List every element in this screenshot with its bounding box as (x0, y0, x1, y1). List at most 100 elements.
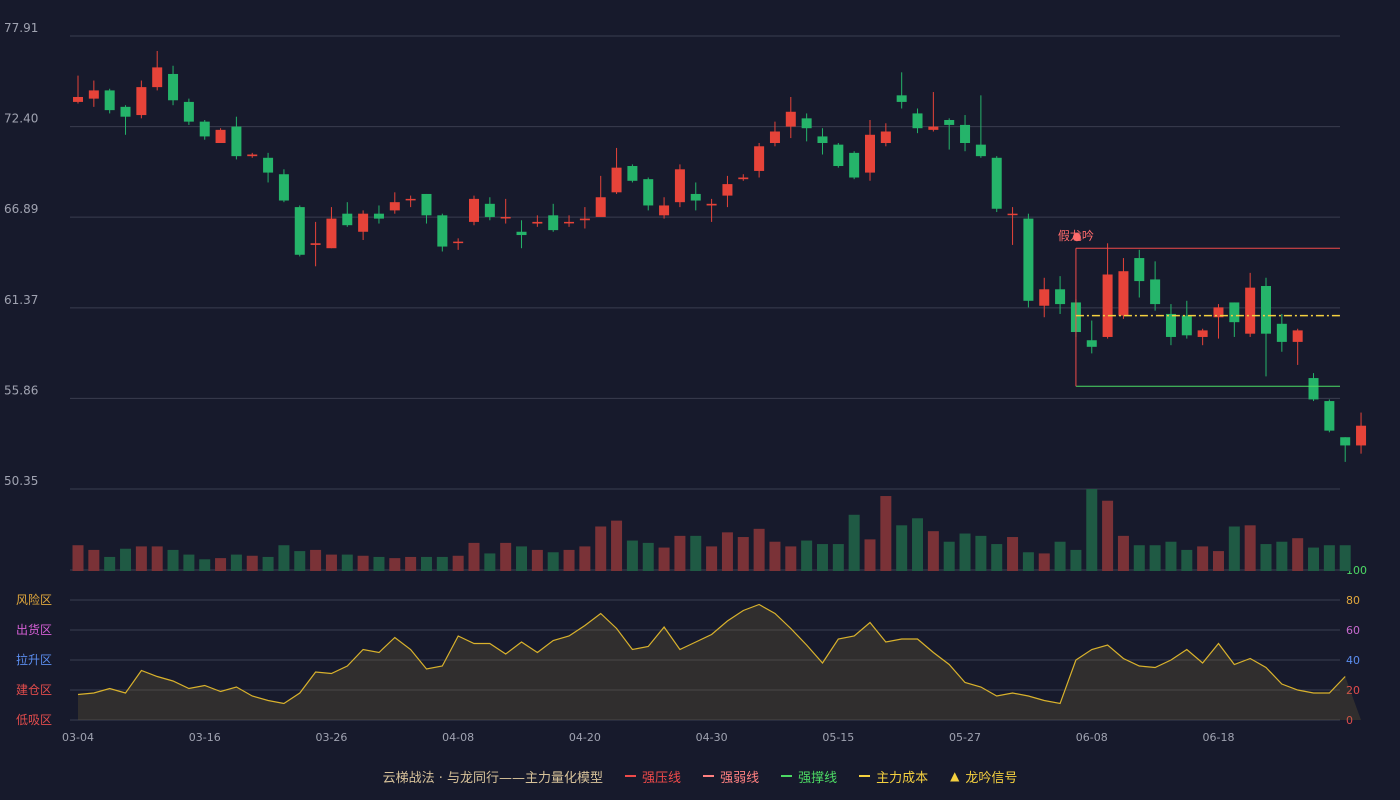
x-tick-label: 06-18 (1202, 731, 1234, 744)
candle-body (1150, 279, 1161, 305)
price-tick-label: 77.91 (4, 21, 38, 35)
candle-body (706, 203, 717, 206)
legend-label: 强弱线 (720, 770, 760, 786)
volume-bar (135, 546, 147, 571)
legend-title: 云梯战法 · 与龙同行——主力量化模型 (382, 770, 604, 786)
volume-bar (785, 546, 797, 571)
triangle-icon: ▲ (950, 769, 960, 783)
volume-bar (420, 556, 432, 571)
volume-bar (801, 540, 813, 571)
volume-bar (1292, 538, 1304, 571)
volume-bar (991, 544, 1003, 571)
volume-bar (294, 551, 306, 571)
volume-bar (737, 537, 749, 571)
weak-line-icon (703, 775, 715, 777)
volume-bar (959, 533, 971, 571)
volume-bar (1276, 541, 1288, 571)
candle-body (247, 154, 258, 157)
candle-body (136, 87, 147, 116)
candle-body (738, 177, 749, 180)
volume-bar (658, 547, 670, 571)
oscillator-tick-label: 20 (1346, 684, 1360, 697)
x-tick-label: 03-04 (62, 731, 94, 744)
legend-item-main-cost: 主力成本 (859, 767, 928, 786)
zone-label: 出货区 (16, 622, 52, 637)
price-tick-label: 50.35 (4, 474, 38, 488)
volume-bar (832, 544, 844, 571)
candle-body (912, 113, 923, 129)
volume-bar (357, 555, 369, 571)
stock-chart: 77.91 72.40 66.89 61.37 55.86 50.35 100 80 60 40 2… (4, 21, 1367, 744)
volume-bar (389, 558, 401, 571)
volume-bar (104, 556, 116, 571)
candle-body (532, 221, 543, 224)
volume-bar (1212, 551, 1224, 571)
volume-bar (579, 546, 591, 571)
oscillator-tick-label: 60 (1346, 624, 1360, 637)
candle-body (183, 101, 194, 122)
volume-bar (310, 549, 322, 571)
legend-label: 主力成本 (876, 770, 929, 786)
candle-body (960, 124, 971, 144)
candle-body (421, 193, 432, 216)
volume-bar (1339, 545, 1351, 571)
candle-body (1292, 330, 1303, 342)
zone-label: 风险区 (16, 592, 52, 607)
candle-body (754, 146, 765, 171)
x-tick-label: 04-08 (442, 731, 474, 744)
candle-body (152, 67, 163, 88)
oscillator-area (78, 604, 1361, 720)
volume-bar (912, 518, 924, 571)
legend-item-strong-support: 强撑线 (781, 767, 837, 786)
volume-bar (1244, 525, 1256, 571)
oscillator-line (77, 603, 1346, 705)
x-tick-label: 04-20 (569, 731, 601, 744)
candle-body (437, 215, 448, 247)
volume-bar (484, 553, 496, 571)
volume-bar (262, 556, 274, 571)
volume-bar (373, 556, 385, 571)
candle-body (849, 152, 860, 178)
candle-body (595, 197, 606, 217)
volume-bar (975, 535, 987, 571)
candle-body (896, 95, 907, 102)
candle-body (1276, 323, 1287, 342)
zone-label: 拉升区 (16, 652, 52, 667)
volume-bar (1323, 545, 1335, 571)
volume-bar (516, 546, 528, 571)
candle-body (1007, 213, 1018, 216)
candle-body (88, 90, 99, 99)
volume-bar (452, 555, 464, 571)
zone-label: 建仓区 (16, 683, 52, 697)
oscillator-tick-label: 40 (1346, 654, 1360, 667)
volume-bar (405, 556, 417, 571)
volume-bar (278, 545, 290, 571)
volume-bar (500, 542, 512, 571)
candle-body (975, 144, 986, 157)
volume-bar (674, 535, 686, 571)
volume-bar (1260, 544, 1272, 571)
candle-body (484, 203, 495, 217)
candle-body (817, 136, 828, 144)
volume-bar (325, 554, 337, 571)
candle-body (722, 184, 733, 196)
pressure-line-icon (625, 775, 637, 777)
candle-body (104, 90, 115, 111)
volume-bar (1086, 489, 1098, 571)
candle-body (1181, 315, 1192, 336)
candle-body (880, 131, 891, 144)
candle-body (73, 96, 83, 102)
volume-axis-label: 100 (1346, 564, 1367, 577)
x-tick-label: 05-15 (822, 731, 854, 744)
price-tick-label: 55.86 (4, 383, 38, 397)
candle-body (991, 157, 1002, 209)
volume-bar (1308, 547, 1320, 571)
volume-bar (531, 549, 543, 571)
volume-bar (706, 546, 718, 571)
volume-bar (927, 531, 939, 571)
volume-bar (120, 548, 132, 571)
signal-marker (1072, 233, 1081, 242)
candle-body (1213, 307, 1224, 318)
candle-body (611, 167, 622, 193)
candle-body (168, 73, 179, 101)
